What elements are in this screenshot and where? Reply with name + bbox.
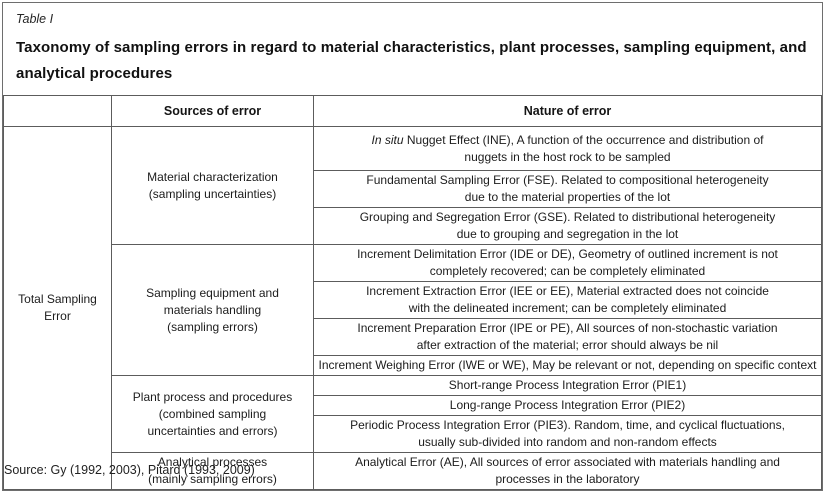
table-row: Increment Preparation Error (IPE or PE),…: [4, 318, 822, 356]
table-number-label: Table I: [16, 12, 54, 26]
table-row: Long-range Process Integration Error (PI…: [4, 395, 822, 416]
table-row: Increment Weighing Error (IWE or WE), Ma…: [4, 355, 822, 376]
table-row: Analytical processes (mainly sampling er…: [4, 452, 822, 490]
nature-iwe-cell: Increment Weighing Error (IWE or WE), Ma…: [313, 355, 822, 376]
nature-gse-cell: Grouping and Segregation Error (GSE). Re…: [313, 207, 822, 245]
table-row: Sampling equipment and materials handlin…: [4, 244, 822, 376]
table-row: Grouping and Segregation Error (GSE). Re…: [4, 207, 822, 245]
header-nature-of-error: Nature of error: [313, 95, 822, 127]
source-note: Source: Gy (1992, 2003), Pitard (1993, 2…: [4, 463, 255, 477]
table-row: Total Sampling Error Material characteri…: [3, 126, 822, 490]
nature-ine-text: Nugget Effect (INE), A function of the o…: [406, 132, 764, 164]
nature-pie2-cell: Long-range Process Integration Error (PI…: [313, 395, 822, 416]
nature-ae-cell: Analytical Error (AE), All sources of er…: [313, 452, 822, 490]
nature-pie3-cell: Periodic Process Integration Error (PIE3…: [313, 415, 822, 453]
nature-ine-cell: In situ Nugget Effect (INE), A function …: [313, 126, 822, 171]
nature-pie1-cell: Short-range Process Integration Error (P…: [313, 375, 822, 396]
table-caption: Table I Taxonomy of sampling errors in r…: [3, 3, 822, 92]
in-situ-italic: In situ: [371, 132, 404, 147]
nature-fse-cell: Fundamental Sampling Error (FSE). Relate…: [313, 170, 822, 208]
table-row: Fundamental Sampling Error (FSE). Relate…: [4, 170, 822, 208]
table-row: Plant process and procedures (combined s…: [4, 375, 822, 453]
table-row: Increment Extraction Error (IEE or EE), …: [4, 281, 822, 319]
header-sources-of-error: Sources of error: [111, 95, 314, 127]
table-header-row: Sources of error Nature of error: [3, 95, 822, 127]
total-sampling-error-cell: Total Sampling Error: [3, 126, 112, 490]
nature-ipe-cell: Increment Preparation Error (IPE or PE),…: [313, 318, 822, 356]
source-sampling-equipment-cell: Sampling equipment and materials handlin…: [111, 244, 314, 376]
header-empty-cell: [3, 95, 112, 127]
nature-ide-cell: Increment Delimitation Error (IDE or DE)…: [313, 244, 822, 282]
nature-iee-cell: Increment Extraction Error (IEE or EE), …: [313, 281, 822, 319]
table-title: Taxonomy of sampling errors in regard to…: [16, 39, 807, 82]
source-plant-process-cell: Plant process and procedures (combined s…: [111, 375, 314, 453]
source-material-characterization-cell: Material characterization (sampling unce…: [111, 126, 314, 245]
source-analytical-processes-cell: Analytical processes (mainly sampling er…: [111, 452, 314, 490]
sampling-errors-table: Sources of error Nature of error Total S…: [3, 95, 822, 490]
